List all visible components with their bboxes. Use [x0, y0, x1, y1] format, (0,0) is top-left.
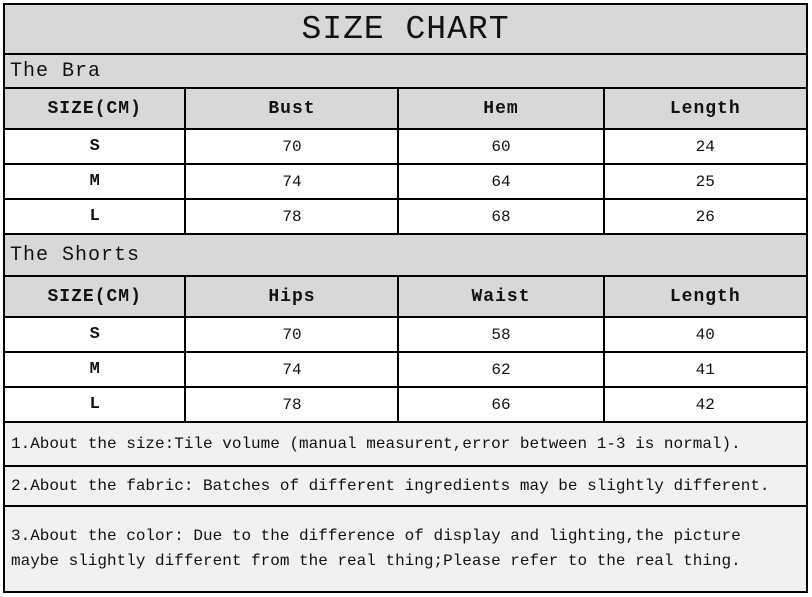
table-cell-size: L: [89, 395, 100, 414]
shorts-row-l: L 78 66 42: [5, 388, 806, 423]
table-cell-bust: 74: [184, 165, 397, 198]
table-cell-hips: 78: [184, 388, 397, 421]
size-chart-sheet: SIZE CHART The Bra SIZE(CM) Bust Hem Len…: [3, 3, 808, 593]
table-cell-size: S: [89, 325, 100, 344]
bra-row-l: L 78 68 26: [5, 200, 806, 235]
note-about-fabric: 2.About the fabric: Batches of different…: [5, 467, 806, 507]
table-cell-length: 42: [602, 388, 806, 421]
column-header-hem: Hem: [397, 89, 602, 128]
table-cell-hips: 74: [184, 353, 397, 386]
table-cell-length: 26: [602, 200, 806, 233]
table-cell-length: 25: [602, 165, 806, 198]
section-title-bra: The Bra: [5, 55, 806, 89]
table-cell-size: L: [89, 207, 100, 226]
column-header-length: Length: [602, 89, 806, 128]
table-cell-waist: 58: [397, 318, 602, 351]
section-title-shorts: The Shorts: [5, 235, 806, 277]
table-cell-length: 40: [602, 318, 806, 351]
shorts-table-header: SIZE(CM) Hips Waist Length: [5, 277, 806, 318]
table-cell-size: S: [89, 137, 100, 156]
table-cell-bust: 70: [184, 130, 397, 163]
table-cell-length: 24: [602, 130, 806, 163]
column-header-length: Length: [602, 277, 806, 316]
table-cell-size: M: [89, 172, 100, 191]
table-cell-length: 41: [602, 353, 806, 386]
column-header-bust: Bust: [184, 89, 397, 128]
page-title: SIZE CHART: [301, 10, 510, 48]
shorts-row-m: M 74 62 41: [5, 353, 806, 388]
section-label: The Bra: [10, 59, 102, 83]
table-cell-size: M: [89, 360, 100, 379]
title-row: SIZE CHART: [5, 5, 806, 55]
table-cell-hem: 60: [397, 130, 602, 163]
column-header-size: SIZE(CM): [47, 286, 142, 307]
bra-row-m: M 74 64 25: [5, 165, 806, 200]
column-header-size: SIZE(CM): [47, 98, 142, 119]
note-about-color: 3.About the color: Due to the difference…: [5, 507, 806, 591]
table-cell-waist: 66: [397, 388, 602, 421]
shorts-row-s: S 70 58 40: [5, 318, 806, 353]
column-header-hips: Hips: [184, 277, 397, 316]
table-cell-hips: 70: [184, 318, 397, 351]
table-cell-waist: 62: [397, 353, 602, 386]
bra-row-s: S 70 60 24: [5, 130, 806, 165]
note-about-size: 1.About the size:Tile volume (manual mea…: [5, 423, 806, 467]
table-cell-hem: 68: [397, 200, 602, 233]
section-label: The Shorts: [10, 243, 141, 267]
column-header-waist: Waist: [397, 277, 602, 316]
bra-table-header: SIZE(CM) Bust Hem Length: [5, 89, 806, 130]
table-cell-hem: 64: [397, 165, 602, 198]
table-cell-bust: 78: [184, 200, 397, 233]
